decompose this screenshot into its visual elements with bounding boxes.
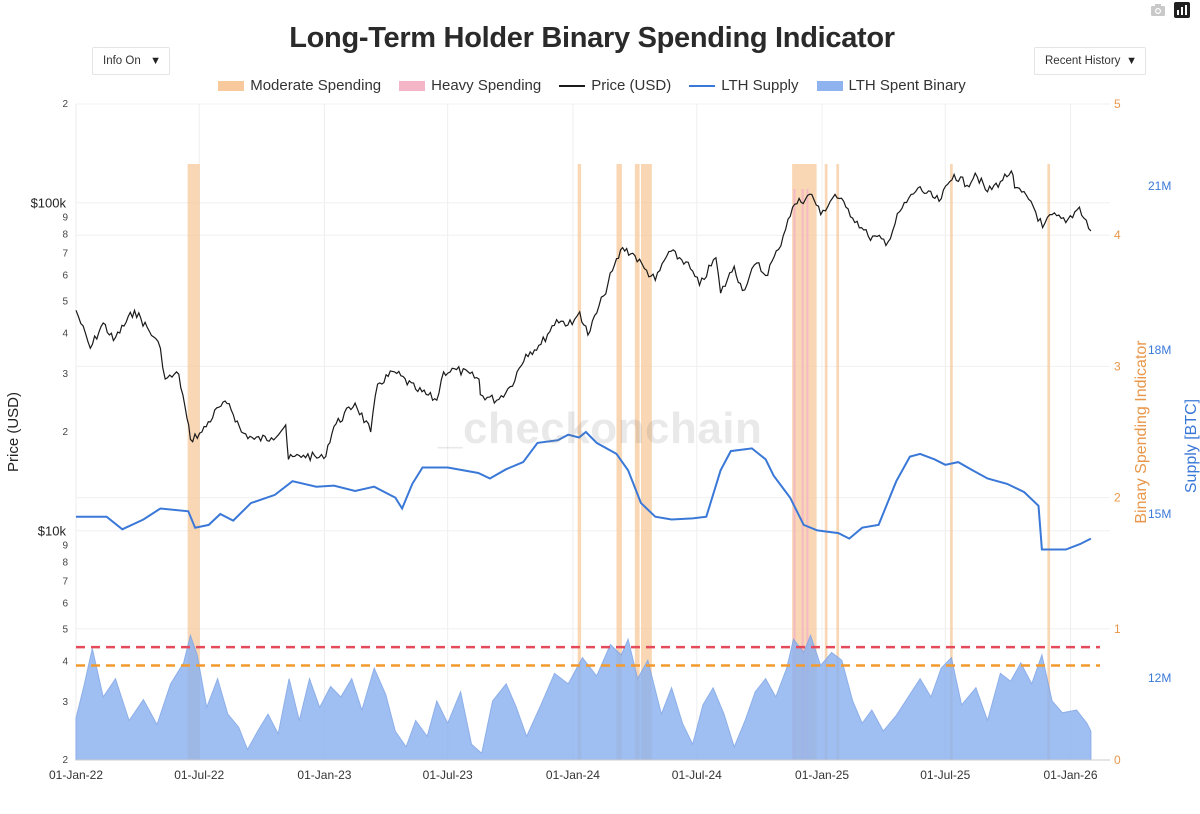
moderate-spending-band [187,164,200,760]
legend-moderate-spending[interactable]: Moderate Spending [218,77,381,94]
chart-toolbar [1150,2,1190,18]
y-right-indicator-label: 2 [1114,491,1121,505]
price-line [75,169,1092,463]
y-left-minor-label: 7 [62,577,68,588]
x-tick-label: 01-Jul-22 [174,768,224,782]
history-dropdown[interactable]: Recent History ▼ [1034,47,1146,75]
moderate-spending-band [640,164,652,760]
legend-heavy-spending[interactable]: Heavy Spending [399,77,541,94]
y-left-minor-label: 3 [62,697,68,708]
y-left-minor-label: 5 [62,624,68,635]
y-right-indicator-label: 0 [1114,753,1121,767]
lth-supply-line [76,430,1092,551]
y-left-minor-label: 8 [62,558,68,569]
info-dropdown[interactable]: Info On ▼ [92,47,170,75]
x-tick-label: 01-Jan-22 [49,768,103,782]
x-tick-label: 01-Jan-26 [1043,768,1097,782]
y-right-supply-label: 12M [1148,671,1171,685]
y-left-minor-label: 9 [62,213,68,224]
info-dropdown-label: Info On [103,55,141,67]
legend-swatch [559,84,586,87]
y-right-supply-title: Supply [BTC] [1183,399,1200,493]
legend-lth-supply[interactable]: LTH Supply [689,77,799,94]
legend-swatch [399,80,426,91]
lth-spent-binary-area [75,633,1092,761]
history-dropdown-label: Recent History [1045,55,1121,67]
y-right-indicator-label: 3 [1114,359,1121,373]
x-tick-label: 01-Jul-24 [672,768,722,782]
legend-label: Price (USD) [591,77,672,94]
y-left-minor-label: 6 [62,271,68,282]
y-left-minor-label: 3 [62,369,68,380]
chart-legend: Moderate Spending Heavy Spending Price (… [0,77,1184,94]
moderate-spending-band [634,164,640,760]
legend-label: LTH Supply [721,77,799,94]
legend-price[interactable]: Price (USD) [559,77,671,94]
legend-swatch [218,80,245,91]
y-right-indicator-label: 4 [1114,228,1121,242]
legend-swatch [816,80,843,91]
y-left-minor-label: 2 [62,99,68,110]
y-right-indicator-label: 5 [1114,97,1121,111]
y-right-indicator-label: 1 [1114,622,1121,636]
dropdown-arrow-icon: ▼ [1126,55,1137,67]
y-left-minor-label: 2 [62,755,68,766]
y-left-major-label: $10k [38,524,67,539]
x-tick-label: 01-Jan-24 [546,768,600,782]
y-left-minor-label: 4 [62,328,68,339]
moderate-spending-band [824,164,828,760]
watermark: _checkonchain [438,404,763,453]
y-left-minor-label: 9 [62,541,68,552]
y-left-minor-label: 6 [62,599,68,610]
y-right-supply-label: 21M [1148,179,1171,193]
y-right-supply-label: 18M [1148,343,1171,357]
y-left-minor-label: 5 [62,296,68,307]
heavy-spending-band [801,189,804,760]
moderate-spending-band [950,164,953,760]
legend-lth-spent-binary[interactable]: LTH Spent Binary [816,77,966,94]
x-tick-label: 01-Jul-25 [920,768,970,782]
y-left-minor-label: 2 [62,427,68,438]
legend-label: LTH Spent Binary [848,77,966,94]
x-tick-label: 01-Jan-23 [297,768,351,782]
heavy-spending-band [806,189,809,760]
y-left-minor-label: 8 [62,230,68,241]
heavy-spending-band [793,189,796,760]
y-right-supply-label: 15M [1148,507,1171,521]
moderate-spending-band [577,164,582,760]
x-tick-label: 01-Jan-25 [795,768,849,782]
y-left-axis-title: Price (USD) [5,392,22,472]
y-left-minor-label: 4 [62,656,68,667]
moderate-spending-band [836,164,840,760]
chart-title: Long-Term Holder Binary Spending Indicat… [289,22,895,54]
x-tick-label: 01-Jul-23 [423,768,473,782]
camera-icon[interactable] [1150,2,1166,18]
y-right-indicator-title: Binary Spending Indicator [1133,340,1150,524]
dropdown-arrow-icon: ▼ [150,55,161,67]
chart-logo-icon[interactable] [1174,2,1190,18]
moderate-spending-band [1047,164,1051,760]
legend-label: Moderate Spending [250,77,382,94]
legend-label: Heavy Spending [431,77,542,94]
legend-swatch [689,84,716,87]
y-left-major-label: $100k [31,196,67,211]
y-left-minor-label: 7 [62,249,68,260]
moderate-spending-band [616,164,622,760]
